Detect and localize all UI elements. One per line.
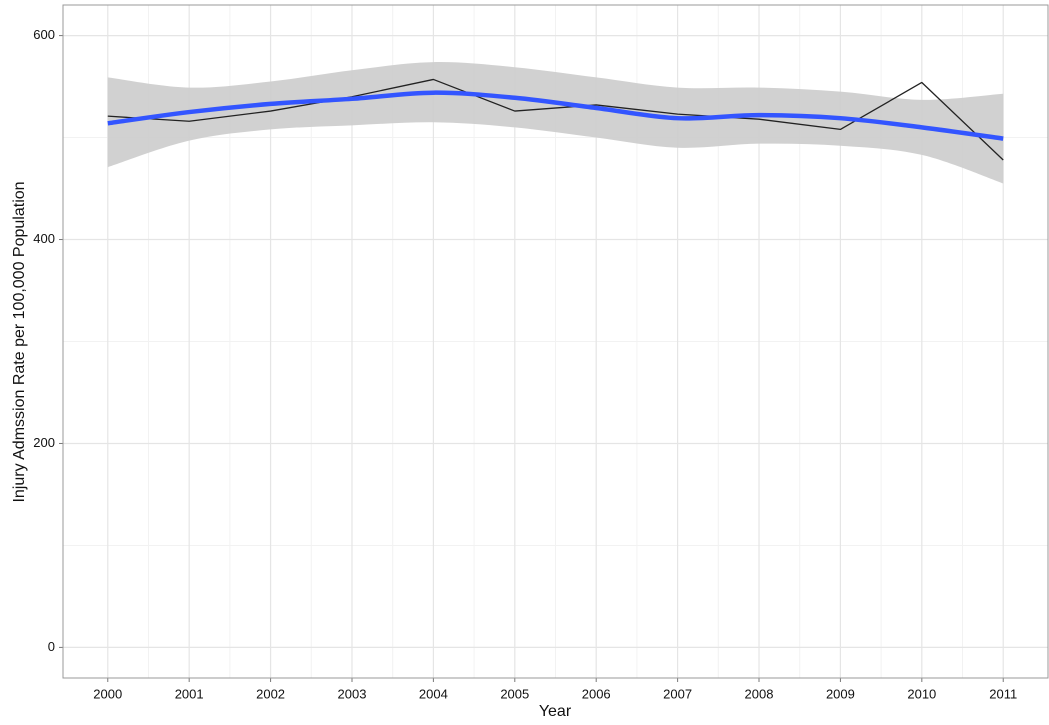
x-tick-label: 2002	[256, 686, 285, 701]
x-tick-label: 2010	[907, 686, 936, 701]
x-tick-label: 2011	[989, 686, 1017, 701]
x-tick-label: 2006	[582, 686, 611, 701]
x-tick-label: 2007	[663, 686, 692, 701]
smooth-line	[107, 90, 1004, 141]
x-tick-label: 2008	[745, 686, 774, 701]
x-tick-label: 2004	[419, 686, 448, 701]
x-axis-title: Year	[539, 703, 572, 720]
y-axis-title: Injury Admssion Rate per 100,000 Populat…	[11, 181, 28, 502]
confidence-band	[107, 62, 1004, 184]
y-tick-label: 600	[33, 27, 55, 42]
y-tick-label: 0	[48, 639, 55, 654]
y-tick-label: 400	[33, 231, 55, 246]
x-tick-label: 2000	[93, 686, 122, 701]
y-tick-label: 200	[33, 435, 55, 450]
x-tick-label: 2003	[338, 686, 367, 701]
panel-border	[62, 4, 1049, 679]
x-tick-label: 2009	[826, 686, 855, 701]
x-tick-label: 2005	[500, 686, 529, 701]
x-tick-label: 2001	[175, 686, 204, 701]
